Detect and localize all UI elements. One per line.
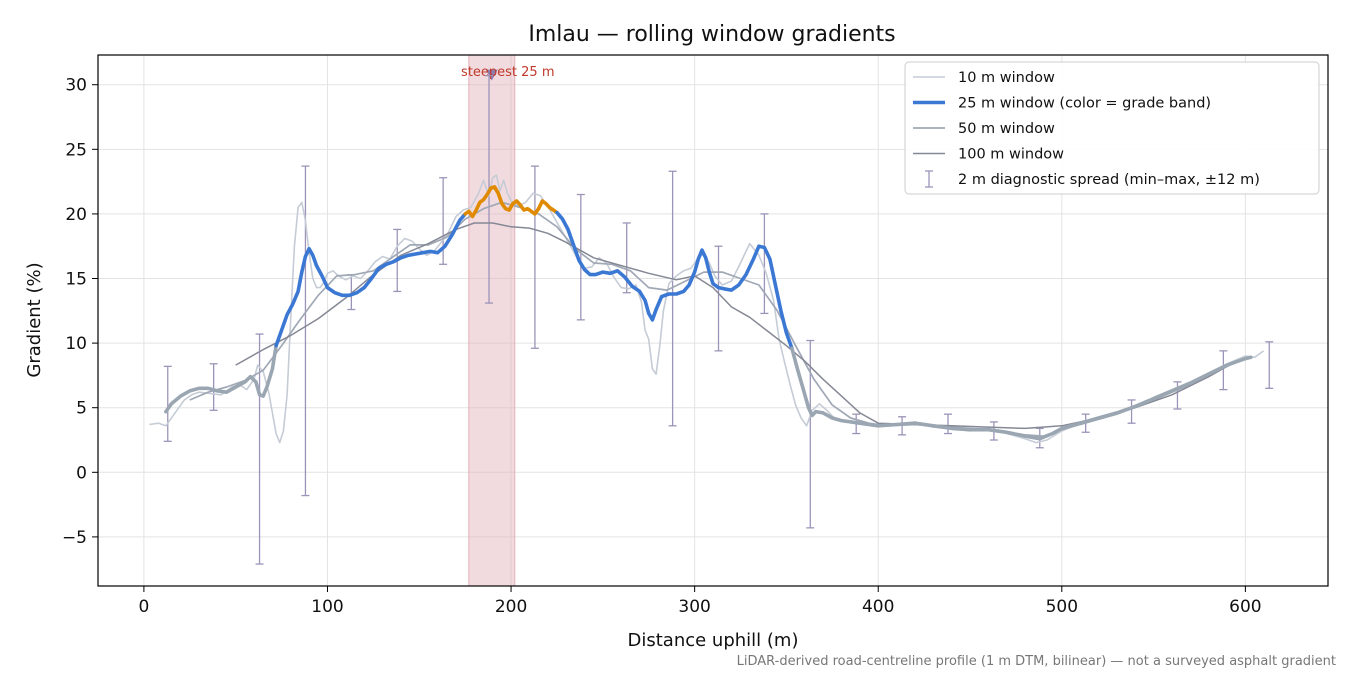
y-tick-label: 25	[65, 140, 87, 160]
legend-label: 25 m window (color = grade band)	[958, 96, 1211, 112]
legend: 10 m window 25 m window (color = grade ba…	[904, 61, 1320, 195]
legend-label: 2 m diagnostic spread (min–max, ±12 m)	[958, 172, 1260, 188]
legend-label: 100 m window	[958, 147, 1064, 163]
x-tick-label: 300	[678, 597, 710, 617]
x-tick-label: 100	[311, 597, 343, 617]
grid-lines	[98, 55, 1328, 586]
series-lines	[149, 174, 1265, 444]
x-tick-label: 0	[138, 597, 149, 617]
series-25m-segment-blue	[555, 210, 794, 351]
chart-title: Imlau — rolling window gradients	[528, 22, 895, 47]
y-tick-label: −5	[62, 528, 87, 548]
series-25m-segment-blue	[274, 212, 467, 348]
series-25m-segment-gray	[164, 343, 278, 414]
y-tick-label: 30	[65, 76, 87, 96]
series-50m-window	[189, 201, 1246, 437]
highlight-band	[468, 54, 516, 587]
series-25m-segment-orange	[463, 185, 559, 219]
x-tick-label: 200	[495, 597, 527, 617]
footnote: LiDAR-derived road-centreline profile (1…	[737, 654, 1336, 669]
x-axis-ticks: 0 100 200 300 400 500 600	[138, 586, 1262, 617]
plot-frame	[97, 54, 1329, 587]
y-axis-ticks: −5 0 5 10 15 20 25 30	[62, 76, 98, 548]
legend-box	[904, 61, 1320, 195]
y-tick-label: 5	[76, 399, 87, 419]
y-tick-label: 0	[76, 463, 87, 483]
legend-label: 50 m window	[958, 121, 1055, 137]
x-tick-label: 500	[1046, 597, 1078, 617]
series-25m-segment-gray	[790, 346, 1253, 441]
legend-label: 10 m window	[958, 70, 1055, 86]
x-tick-label: 600	[1229, 597, 1261, 617]
y-tick-label: 15	[65, 270, 87, 290]
y-tick-label: 10	[65, 334, 87, 354]
steepest-annotation: steepest 25 m	[461, 65, 554, 80]
series-100m-window	[235, 222, 1237, 430]
x-axis-label: Distance uphill (m)	[628, 630, 799, 651]
y-axis-label: Gradient (%)	[24, 262, 45, 377]
y-tick-label: 20	[65, 205, 87, 225]
x-tick-label: 400	[862, 597, 894, 617]
